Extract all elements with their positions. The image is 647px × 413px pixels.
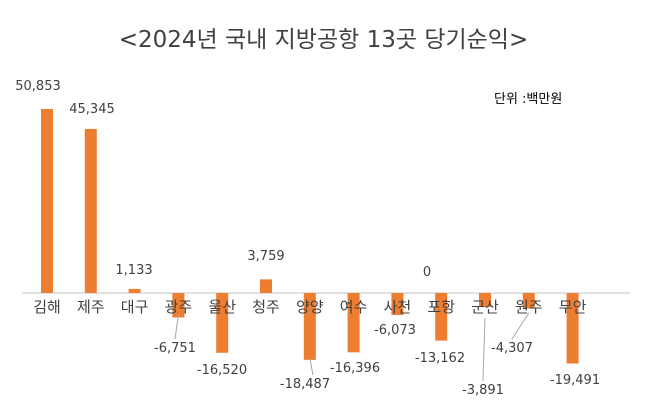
bar-대구 bbox=[128, 288, 141, 293]
data-label: -4,307 bbox=[491, 341, 533, 356]
category-label: 광주 bbox=[165, 298, 193, 316]
category-label: 김해 bbox=[33, 298, 61, 316]
data-label: -19,491 bbox=[550, 373, 600, 388]
data-label: -16,520 bbox=[197, 363, 247, 378]
bar-여수 bbox=[347, 293, 360, 353]
category-label: 제주 bbox=[77, 298, 105, 316]
category-label: 대구 bbox=[121, 298, 149, 316]
data-label: -16,396 bbox=[330, 361, 380, 376]
data-label: -18,487 bbox=[280, 377, 330, 392]
leader-line bbox=[482, 317, 486, 382]
category-label: 양양 bbox=[296, 298, 324, 316]
bar-제주 bbox=[84, 128, 97, 293]
category-label: 군산 bbox=[471, 298, 499, 316]
leader-line bbox=[174, 314, 179, 340]
bar-울산 bbox=[216, 293, 229, 353]
category-label: 여수 bbox=[340, 298, 368, 316]
data-label: -6,751 bbox=[154, 341, 196, 356]
bar-군산 bbox=[479, 293, 491, 308]
bar-사천 bbox=[391, 293, 404, 315]
category-label: 포항 bbox=[427, 298, 455, 316]
leader-line bbox=[511, 312, 530, 340]
data-label: -13,162 bbox=[415, 351, 465, 366]
data-label: 3,759 bbox=[247, 249, 284, 264]
unit-label: 단위 :백만원 bbox=[494, 92, 563, 107]
data-label: 1,133 bbox=[115, 263, 152, 278]
data-label: -6,073 bbox=[374, 323, 416, 338]
data-label: 45,345 bbox=[69, 102, 115, 117]
category-label: 사천 bbox=[384, 298, 412, 316]
annotation-zero: 0 bbox=[423, 265, 431, 280]
category-label: 무안 bbox=[559, 298, 587, 316]
bar-광주 bbox=[172, 293, 185, 318]
bar-포항 bbox=[435, 293, 448, 341]
category-label: 원주 bbox=[515, 298, 543, 316]
data-label: -3,891 bbox=[462, 383, 504, 398]
bar-무안 bbox=[566, 293, 579, 364]
bar-김해 bbox=[41, 109, 53, 293]
category-label: 청주 bbox=[252, 298, 280, 316]
bar-청주 bbox=[260, 279, 272, 293]
data-label: 50,853 bbox=[15, 79, 61, 94]
bar-원주 bbox=[522, 293, 535, 309]
category-label: 울산 bbox=[208, 298, 236, 316]
leader-line bbox=[309, 357, 314, 376]
chart-title: <2024년 국내 지방공항 13곳 당기순익> bbox=[118, 27, 529, 53]
bar-양양 bbox=[303, 293, 316, 360]
